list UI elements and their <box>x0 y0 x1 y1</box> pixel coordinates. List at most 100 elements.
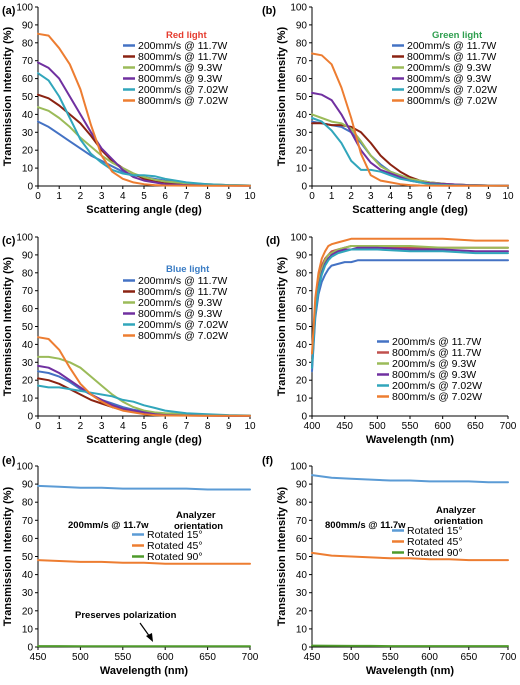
legend-entry: 800mm/s @ 9.3W <box>138 73 222 85</box>
y-tick-label: 50 <box>296 322 308 333</box>
x-tick-label: 450 <box>336 421 353 432</box>
legend-entry: 800mm/s @ 7.02W <box>138 330 228 342</box>
x-tick-label: 7 <box>446 191 452 202</box>
x-tick-label: 10 <box>244 421 256 432</box>
legend-entry: Rotated 45° <box>407 536 463 548</box>
series-line-4 <box>37 364 251 417</box>
panel-label: (a) <box>2 5 16 17</box>
x-tick-label: 5 <box>141 191 147 202</box>
legend-entry: 800mm/s @ 7.02W <box>392 391 482 403</box>
y-tick-label: 20 <box>296 146 308 157</box>
panel-label: (e) <box>2 455 16 467</box>
legend-entry: Rotated 90° <box>407 547 463 559</box>
legend-entry: 200mm/s @ 9.3W <box>407 62 491 74</box>
x-tick-label: 700 <box>500 421 517 432</box>
x-tick-label: 700 <box>500 652 517 663</box>
y-tick-label: 20 <box>22 376 34 387</box>
y-tick-label: 40 <box>22 340 34 351</box>
y-tick-label: 50 <box>22 322 34 333</box>
series-line-1 <box>37 370 251 417</box>
series-line-2 <box>311 122 509 187</box>
x-axis-label: Scattering angle (deg) <box>86 434 202 446</box>
x-tick-label: 8 <box>205 421 211 432</box>
x-tick-label: 400 <box>304 421 321 432</box>
x-tick-label: 3 <box>99 191 105 202</box>
legend-entry: Rotated 15° <box>147 529 203 541</box>
y-tick-label: 100 <box>290 233 307 244</box>
y-tick-label: 10 <box>22 624 34 635</box>
y-tick-label: 60 <box>296 304 308 315</box>
y-tick-label: 60 <box>22 304 34 315</box>
y-tick-label: 0 <box>27 412 33 423</box>
y-tick-label: 10 <box>296 164 308 175</box>
series-line-5 <box>311 117 509 187</box>
y-tick-label: 60 <box>296 74 308 85</box>
y-tick-label: 70 <box>296 56 308 67</box>
y-tick-label: 70 <box>22 56 34 67</box>
series-line-5 <box>37 72 251 187</box>
y-axis-label: Transmission Intensity (%) <box>2 26 14 166</box>
x-tick-label: 1 <box>329 191 335 202</box>
x-tick-label: 600 <box>421 652 438 663</box>
y-tick-label: 80 <box>22 268 34 279</box>
series-line-1 <box>37 484 251 491</box>
y-tick-label: 30 <box>296 128 308 139</box>
x-tick-label: 450 <box>304 652 321 663</box>
x-axis-label: Scattering angle (deg) <box>352 204 468 216</box>
x-tick-label: 700 <box>242 652 259 663</box>
y-tick-label: 10 <box>22 394 34 405</box>
series-line-5 <box>311 248 509 369</box>
series-line-5 <box>37 384 251 417</box>
panel-label: (b) <box>262 5 276 17</box>
series-line-6 <box>311 52 509 187</box>
y-tick-label: 50 <box>22 92 34 103</box>
legend-entry: 800mm/s @ 9.3W <box>407 73 491 85</box>
y-axis-label: Transmission Intensity (%) <box>276 256 288 396</box>
y-tick-label: 90 <box>296 250 308 261</box>
legend-entry: 200mm/s @ 9.3W <box>392 358 476 370</box>
series-line-1 <box>311 474 509 484</box>
x-tick-label: 450 <box>30 652 47 663</box>
x-tick-label: 5 <box>407 191 413 202</box>
x-tick-label: 500 <box>72 652 89 663</box>
legend-entry: 800mm/s @ 11.7W <box>392 347 481 359</box>
chart-annotation: Blue light <box>166 264 210 275</box>
y-tick-label: 20 <box>296 376 308 387</box>
x-tick-label: 1 <box>56 421 62 432</box>
legend-entry: 800mm/s @ 11.7W <box>138 286 227 298</box>
y-tick-label: 80 <box>22 38 34 49</box>
y-tick-label: 70 <box>22 516 34 527</box>
y-tick-label: 20 <box>22 606 34 617</box>
x-tick-label: 4 <box>388 191 394 202</box>
x-tick-label: 0 <box>35 421 41 432</box>
x-tick-label: 650 <box>460 652 477 663</box>
x-tick-label: 9 <box>486 191 492 202</box>
series-line-6 <box>37 336 251 417</box>
x-tick-label: 6 <box>427 191 433 202</box>
x-tick-label: 9 <box>226 421 232 432</box>
legend-entry: 200mm/s @ 7.02W <box>407 84 497 96</box>
y-tick-label: 100 <box>290 3 307 14</box>
y-tick-label: 30 <box>296 358 308 369</box>
y-tick-label: 50 <box>296 92 308 103</box>
x-axis-label: Wavelength (nm) <box>100 665 189 677</box>
y-axis-label: Transmission Intensity (%) <box>2 256 14 396</box>
legend-entry: 200mm/s @ 9.3W <box>138 297 222 309</box>
legend-entry: 800mm/s @ 9.3W <box>392 369 476 381</box>
x-tick-label: 7 <box>184 191 190 202</box>
x-tick-label: 7 <box>184 421 190 432</box>
y-tick-label: 0 <box>301 643 307 654</box>
arrow-head <box>146 633 153 642</box>
y-tick-label: 40 <box>296 110 308 121</box>
chart-panel-1: (a)0 1 2 3 4 5 6 7 8 9 100102030405060708090100Sca… <box>2 3 256 217</box>
legend-entry: 800mm/s @ 9.3W <box>138 308 222 320</box>
x-tick-label: 2 <box>348 191 354 202</box>
x-tick-label: 500 <box>343 652 360 663</box>
y-tick-label: 40 <box>296 340 308 351</box>
chart-panel-3: (c)0 1 2 3 4 5 6 7 8 9 100102030405060708090100Sca… <box>2 233 256 447</box>
x-tick-label: 8 <box>466 191 472 202</box>
y-tick-label: 100 <box>16 233 33 244</box>
y-tick-label: 0 <box>27 182 33 193</box>
y-tick-label: 90 <box>296 20 308 31</box>
x-tick-label: 4 <box>120 191 126 202</box>
